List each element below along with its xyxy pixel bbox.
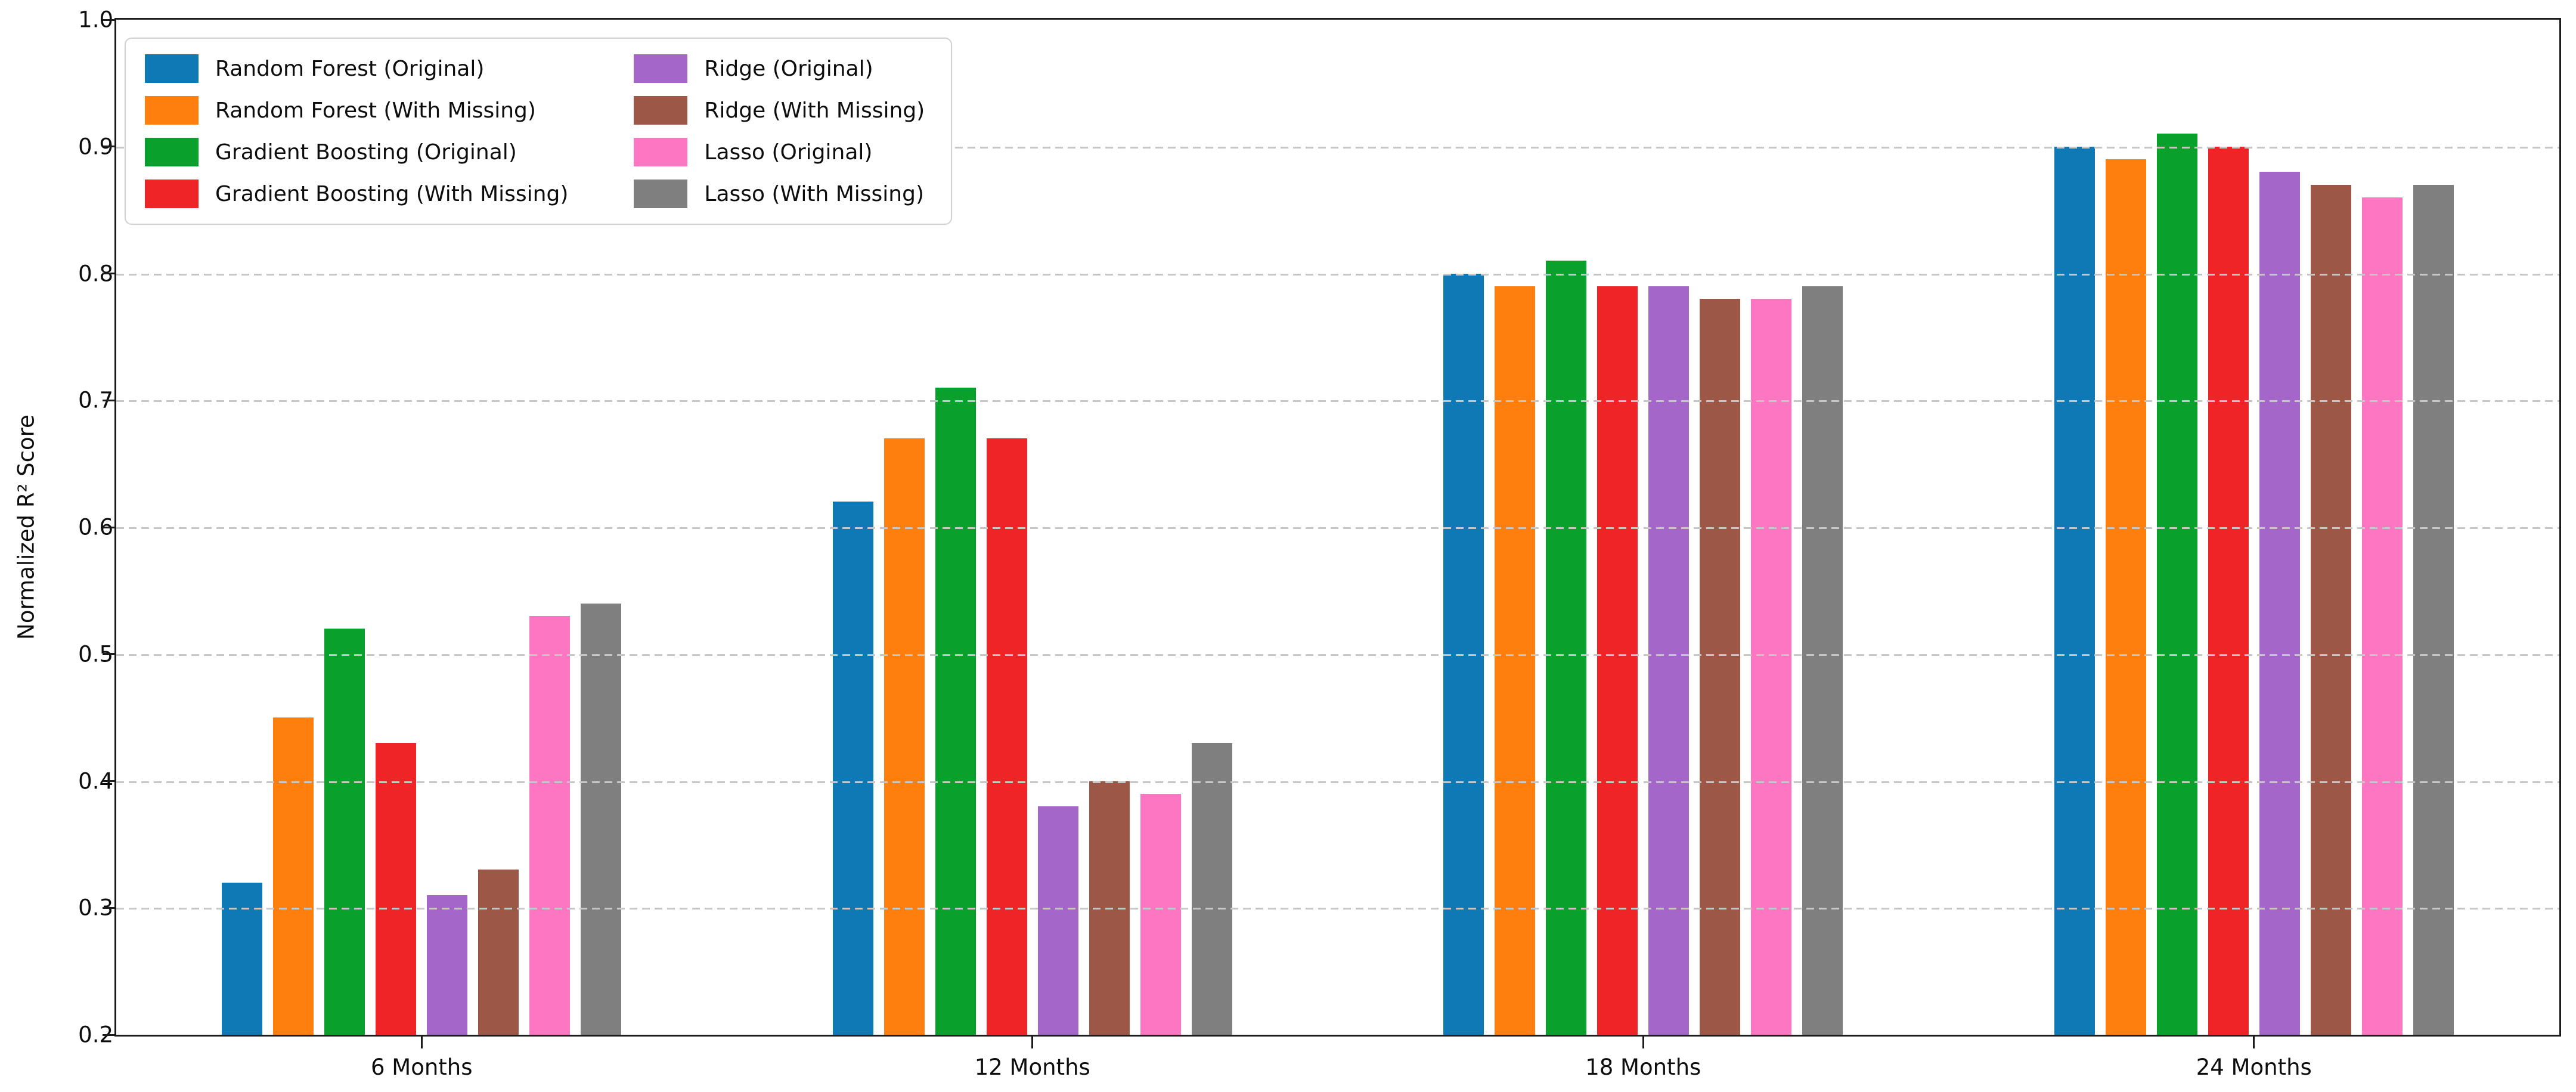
legend-item-lasso-with-missing: Lasso (With Missing)	[634, 180, 925, 208]
bar-lasso-original-24-months	[2361, 197, 2403, 1035]
legend-label: Random Forest (With Missing)	[215, 98, 536, 123]
legend-label: Ridge (With Missing)	[704, 98, 925, 123]
legend-item-random-forest-with-missing: Random Forest (With Missing)	[145, 96, 568, 125]
bar-random-forest-original-12-months	[832, 502, 873, 1035]
bar-ridge-original-12-months	[1037, 806, 1078, 1035]
y-tick-mark-0.3	[103, 907, 114, 909]
bar-group-18-months	[1443, 20, 1843, 1035]
bar-gradient-boosting-original-6-months	[324, 629, 365, 1035]
bar-ridge-original-6-months	[427, 895, 468, 1035]
legend-swatch-icon	[634, 96, 688, 125]
y-tick-mark-0.7	[103, 399, 114, 401]
legend-label: Lasso (With Missing)	[704, 181, 925, 206]
y-tick-mark-0.8	[103, 273, 114, 274]
y-axis-label: Normalized R² Score	[13, 414, 39, 640]
bar-random-forest-original-24-months	[2054, 146, 2095, 1035]
bar-gradient-boosting-with-missing-12-months	[986, 438, 1027, 1035]
legend-item-gradient-boosting-with-missing: Gradient Boosting (With Missing)	[145, 180, 568, 208]
bar-ridge-with-missing-12-months	[1089, 781, 1130, 1035]
legend-label: Gradient Boosting (With Missing)	[215, 181, 569, 206]
bar-random-forest-original-18-months	[1443, 273, 1484, 1035]
legend-swatch-icon	[145, 138, 199, 166]
y-tick-mark-1.0	[103, 18, 114, 21]
legend-swatch-icon	[634, 54, 688, 83]
bar-random-forest-with-missing-24-months	[2105, 159, 2146, 1035]
bar-ridge-with-missing-6-months	[478, 870, 519, 1035]
legend-swatch-icon	[634, 180, 688, 208]
bar-gradient-boosting-original-24-months	[2156, 134, 2197, 1035]
legend-label: Ridge (Original)	[704, 56, 873, 81]
bar-group-12-months	[832, 20, 1232, 1035]
y-tick-mark-0.4	[103, 780, 114, 782]
bar-ridge-with-missing-18-months	[1700, 299, 1741, 1035]
bar-lasso-with-missing-12-months	[1191, 743, 1232, 1035]
x-tick-mark-18-months	[1642, 1037, 1644, 1048]
y-tick-mark-0.6	[103, 526, 114, 528]
legend-label: Lasso (Original)	[704, 140, 873, 165]
plot-area: Random Forest (Original) Ridge (Original)…	[114, 18, 2561, 1037]
bar-lasso-with-missing-24-months	[2413, 184, 2454, 1035]
y-tick-mark-0.5	[103, 653, 114, 655]
legend-item-ridge-original: Ridge (Original)	[634, 54, 925, 83]
bar-random-forest-with-missing-18-months	[1495, 286, 1536, 1035]
x-tick-label-18-months: 18 Months	[1585, 1054, 1701, 1080]
legend-label: Random Forest (Original)	[215, 56, 485, 81]
bar-random-forest-with-missing-12-months	[884, 438, 925, 1035]
bar-gradient-boosting-with-missing-24-months	[2208, 146, 2249, 1035]
bar-ridge-original-18-months	[1648, 286, 1690, 1035]
legend-item-gradient-boosting-original: Gradient Boosting (Original)	[145, 138, 568, 166]
bar-gradient-boosting-original-18-months	[1546, 261, 1587, 1035]
x-tick-label-24-months: 24 Months	[2196, 1054, 2312, 1080]
bar-random-forest-with-missing-6-months	[273, 717, 314, 1035]
bar-lasso-with-missing-6-months	[581, 603, 622, 1035]
legend: Random Forest (Original) Ridge (Original)…	[125, 38, 953, 225]
x-tick-mark-24-months	[2253, 1037, 2255, 1048]
legend-label: Gradient Boosting (Original)	[215, 140, 517, 165]
legend-swatch-icon	[145, 96, 199, 125]
legend-item-ridge-with-missing: Ridge (With Missing)	[634, 96, 925, 125]
bar-gradient-boosting-with-missing-18-months	[1597, 286, 1638, 1035]
y-tick-mark-0.2	[103, 1034, 114, 1036]
bar-ridge-original-24-months	[2259, 172, 2300, 1035]
bar-lasso-with-missing-18-months	[1802, 286, 1843, 1035]
bar-random-forest-original-6-months	[222, 882, 263, 1035]
bar-group-24-months	[2054, 20, 2454, 1035]
legend-swatch-icon	[145, 54, 199, 83]
bar-lasso-original-12-months	[1140, 793, 1181, 1035]
y-tick-mark-0.9	[103, 146, 114, 148]
x-tick-mark-6-months	[420, 1037, 423, 1048]
bar-gradient-boosting-with-missing-6-months	[376, 743, 417, 1035]
legend-swatch-icon	[145, 180, 199, 208]
legend-swatch-icon	[634, 138, 688, 166]
x-tick-mark-12-months	[1031, 1037, 1034, 1048]
bar-ridge-with-missing-24-months	[2310, 184, 2351, 1035]
x-tick-label-6-months: 6 Months	[370, 1054, 473, 1080]
bar-lasso-original-18-months	[1751, 299, 1792, 1035]
legend-item-lasso-original: Lasso (Original)	[634, 138, 925, 166]
bar-gradient-boosting-original-12-months	[935, 387, 976, 1035]
x-tick-label-12-months: 12 Months	[974, 1054, 1090, 1080]
bar-lasso-original-6-months	[529, 615, 571, 1035]
legend-item-random-forest-original: Random Forest (Original)	[145, 54, 568, 83]
bar-group-6-months	[222, 20, 622, 1035]
